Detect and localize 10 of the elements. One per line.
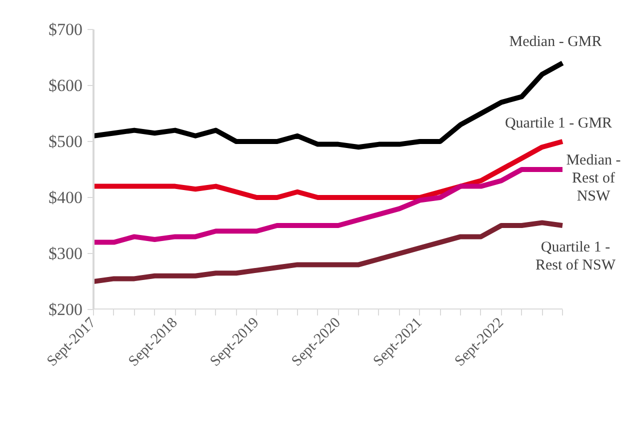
series-label: Median - Rest of NSW (566, 152, 621, 204)
y-tick-label: $400 (48, 188, 82, 207)
y-tick-label: $700 (48, 20, 82, 39)
series-label: Median - GMR (509, 34, 602, 50)
y-tick-label: $600 (48, 76, 82, 95)
y-tick-label: $300 (48, 244, 82, 263)
series-label: Quartile 1 - Rest of NSW (536, 240, 616, 274)
series-label: Quartile 1 - GMR (504, 116, 612, 132)
y-tick-label: $500 (48, 132, 82, 151)
y-tick-label: $200 (48, 300, 82, 319)
